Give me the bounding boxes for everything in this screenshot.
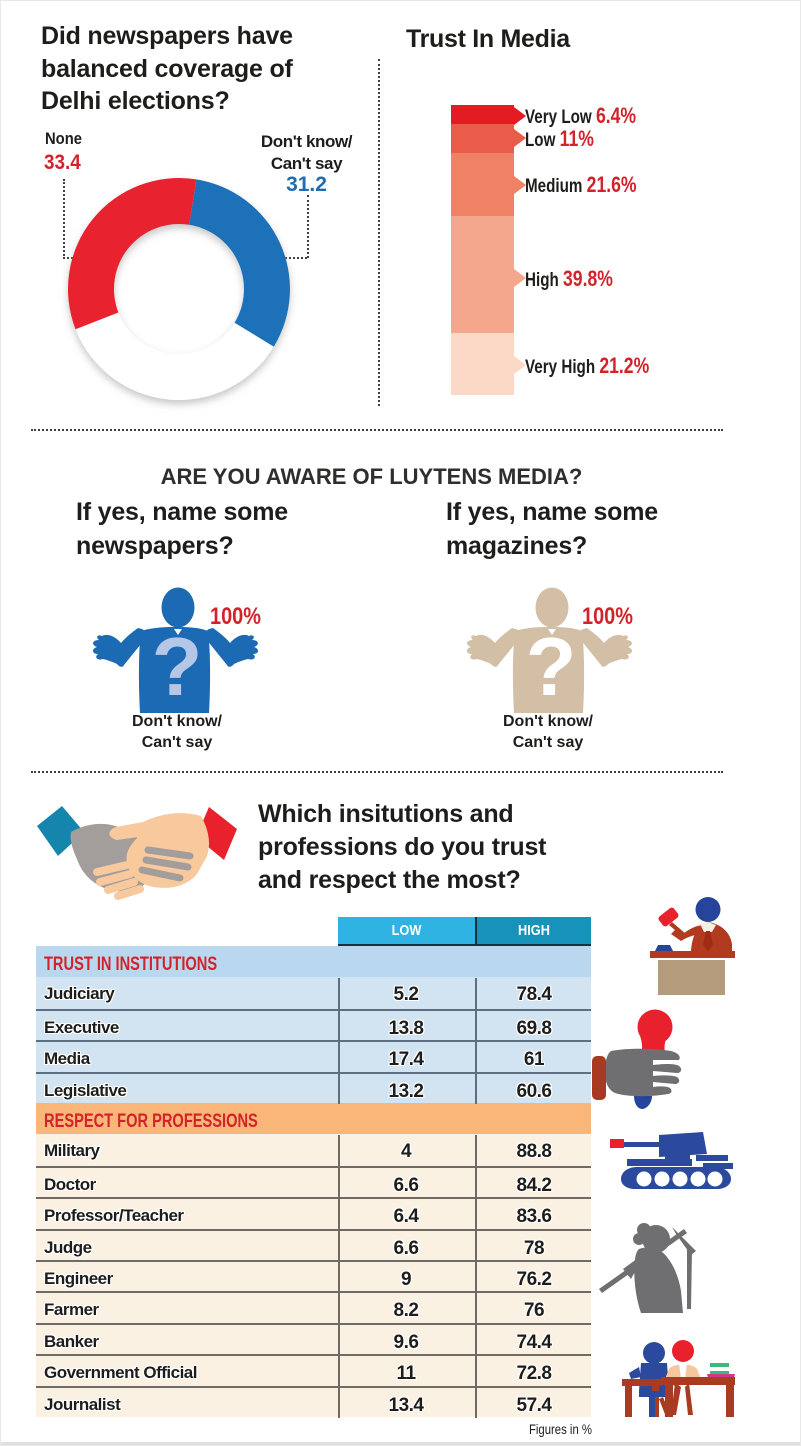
svg-text:?: ?	[152, 620, 203, 713]
svg-text:?: ?	[526, 620, 577, 713]
